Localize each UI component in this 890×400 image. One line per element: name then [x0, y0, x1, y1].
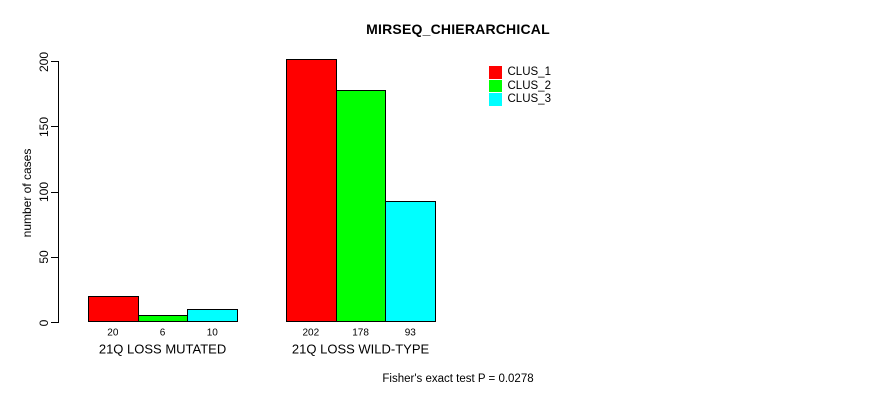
y-tick	[51, 256, 59, 258]
y-tick-label: 100	[37, 181, 51, 203]
bar-value-label: 10	[206, 327, 218, 339]
category-label: 21Q LOSS WILD-TYPE	[291, 341, 430, 357]
legend-item: CLUS_1	[489, 66, 551, 79]
bar-value-label: 93	[404, 327, 416, 339]
legend-item: CLUS_3	[489, 93, 551, 106]
bar-clus_1-group2	[286, 58, 337, 323]
legend-swatch-clus_2	[489, 79, 502, 92]
y-tick-label: 200	[37, 51, 51, 72]
footer-annotation: Fisher's exact test P = 0.0278	[382, 373, 534, 385]
legend-label: CLUS_2	[507, 79, 551, 92]
legend-swatch-clus_3	[489, 93, 502, 106]
bar-value-label: 178	[352, 327, 369, 339]
y-tick	[51, 191, 59, 193]
legend-label: CLUS_1	[507, 66, 551, 79]
y-tick-label: 50	[37, 250, 51, 264]
y-tick	[51, 322, 59, 323]
bar-value-label: 6	[159, 327, 166, 339]
bar-clus_3-group1	[187, 309, 239, 323]
bar-clus_2-group2	[335, 90, 387, 323]
chart-title: MIRSEQ_CHIERARCHICAL	[366, 21, 550, 37]
y-tick	[51, 126, 59, 128]
bar-clus_3-group2	[385, 201, 437, 323]
legend-label: CLUS_3	[507, 93, 551, 106]
y-tick-label: 0	[37, 319, 51, 326]
bar-value-label: 202	[302, 327, 320, 339]
legend: CLUS_1 CLUS_2 CLUS_3	[489, 66, 551, 106]
bar-clus_1-group1	[88, 296, 139, 323]
bar-clus_2-group1	[137, 314, 189, 323]
bar-value-label: 20	[107, 327, 119, 339]
legend-swatch-clus_1	[489, 66, 502, 79]
legend-item: CLUS_2	[489, 79, 551, 92]
y-tick	[51, 61, 59, 62]
y-tick-label: 150	[37, 116, 51, 137]
category-label: 21Q LOSS MUTATED	[98, 341, 227, 357]
